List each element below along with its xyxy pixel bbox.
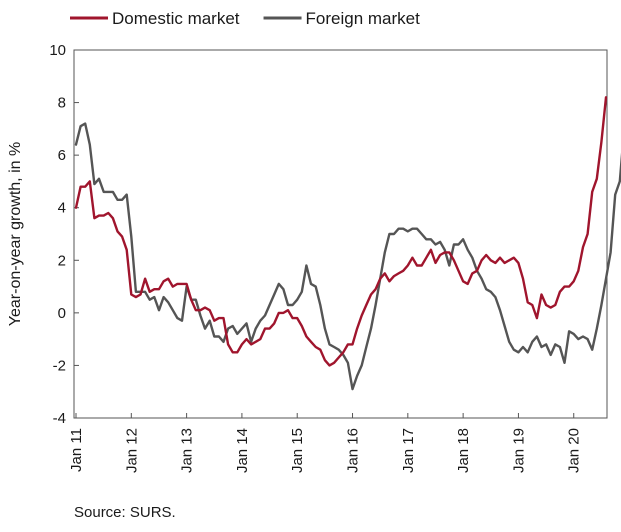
plot-frame (73, 49, 608, 419)
x-tick-label: Jan 16 (345, 428, 362, 473)
legend-label-foreign-market: Foreign market (306, 9, 421, 28)
y-tick-label: 2 (58, 252, 66, 269)
y-tick-label: -2 (53, 357, 66, 374)
x-tick-label: Jan 13 (179, 428, 196, 473)
x-tick-label: Jan 20 (566, 428, 583, 473)
x-tick-label: Jan 18 (455, 428, 472, 473)
y-tick-label: -4 (53, 410, 66, 427)
y-tick-label: 10 (49, 42, 66, 59)
y-axis-title: Year-on-year growth, in % (7, 142, 24, 326)
x-tick-label: Jan 19 (510, 428, 527, 473)
x-tick-label: Jan 17 (400, 428, 417, 473)
source-note: Source: SURS. (74, 504, 176, 521)
series-line-foreign-market (74, 122, 621, 391)
x-tick-label: Jan 15 (289, 428, 306, 473)
series-line-domestic-market (74, 96, 608, 367)
y-tick-label: 6 (58, 147, 66, 164)
x-tick-label: Jan 11 (68, 428, 85, 472)
y-tick-label: 4 (58, 200, 66, 217)
y-tick-label: 8 (58, 95, 66, 112)
x-tick-label: Jan 14 (234, 428, 251, 473)
y-tick-label: 0 (58, 305, 66, 322)
x-tick-label: Jan 12 (123, 428, 140, 473)
legend-label-domestic-market: Domestic market (112, 9, 240, 28)
